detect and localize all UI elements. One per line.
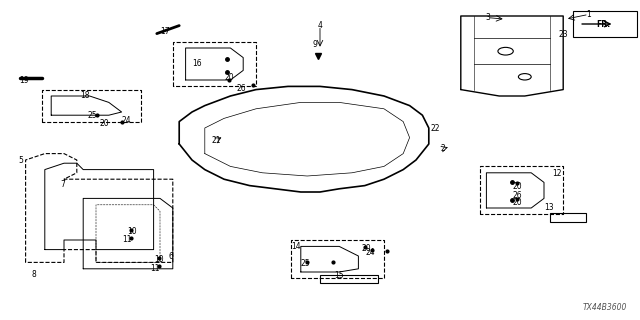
Text: 3: 3 xyxy=(485,13,490,22)
Text: 16: 16 xyxy=(192,59,202,68)
Text: 9: 9 xyxy=(312,40,317,49)
Text: 11: 11 xyxy=(122,236,131,244)
Text: 25: 25 xyxy=(88,111,98,120)
Text: 14: 14 xyxy=(291,242,301,251)
Text: 1: 1 xyxy=(586,10,591,19)
Text: 7: 7 xyxy=(60,180,65,189)
Text: 20: 20 xyxy=(224,73,234,82)
Bar xyxy=(320,275,378,283)
Text: 17: 17 xyxy=(160,27,170,36)
Text: 6: 6 xyxy=(168,252,173,261)
Text: 24: 24 xyxy=(122,116,132,125)
Text: 11: 11 xyxy=(150,264,159,273)
Text: 15: 15 xyxy=(334,271,344,280)
Text: 12: 12 xyxy=(552,169,561,178)
Text: 18: 18 xyxy=(81,91,90,100)
Text: 20: 20 xyxy=(361,244,371,253)
Text: 5: 5 xyxy=(19,156,24,165)
FancyBboxPatch shape xyxy=(573,11,637,37)
Text: FR.: FR. xyxy=(596,14,614,24)
Text: 21: 21 xyxy=(212,136,221,145)
Text: 8: 8 xyxy=(31,270,36,279)
Text: 24: 24 xyxy=(365,248,375,257)
Text: 25: 25 xyxy=(300,259,310,268)
Bar xyxy=(550,213,586,222)
Text: 4: 4 xyxy=(317,21,323,30)
Text: 13: 13 xyxy=(544,203,554,212)
Text: 20: 20 xyxy=(99,119,109,128)
Text: FR.: FR. xyxy=(596,20,610,28)
Text: 2: 2 xyxy=(440,144,445,153)
Text: 22: 22 xyxy=(431,124,440,133)
Text: 20: 20 xyxy=(512,182,522,191)
Text: 26: 26 xyxy=(236,84,246,93)
Text: 10: 10 xyxy=(127,228,138,236)
Text: 23: 23 xyxy=(558,30,568,39)
Text: 10: 10 xyxy=(154,255,164,264)
Text: TX44B3600: TX44B3600 xyxy=(583,303,627,312)
Text: 20: 20 xyxy=(512,198,522,207)
Text: 26: 26 xyxy=(512,191,522,200)
Text: 19: 19 xyxy=(19,76,29,85)
